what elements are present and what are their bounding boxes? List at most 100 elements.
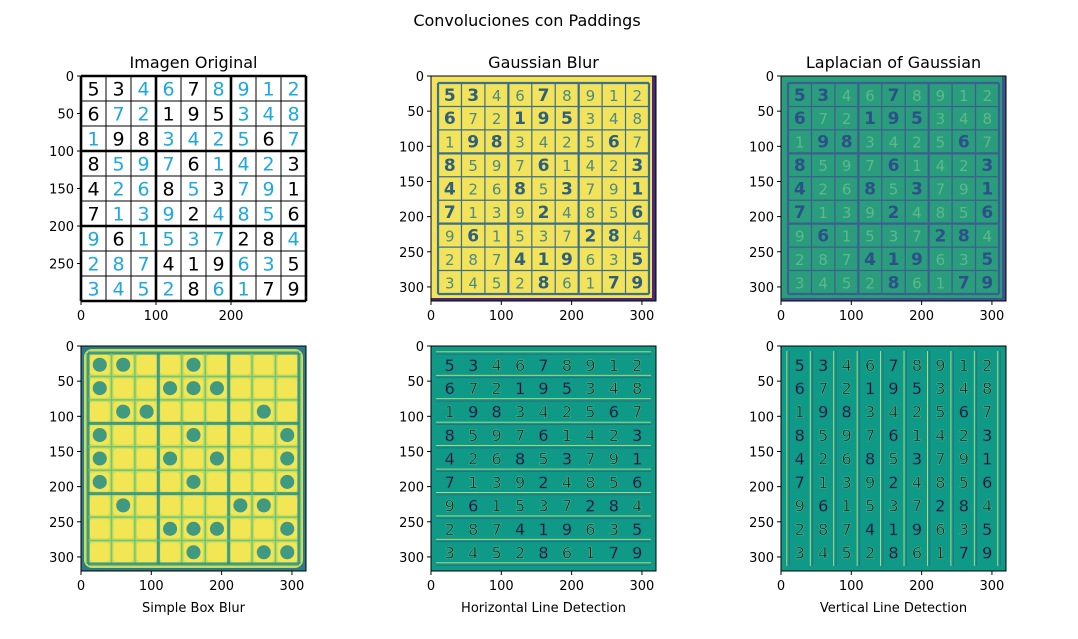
blurred-digit: 6	[608, 133, 620, 153]
x-tick-label: 100	[144, 309, 169, 324]
blurred-cell	[254, 378, 274, 398]
blurred-digit: 1	[912, 157, 922, 175]
blurred-cell	[207, 401, 227, 422]
sudoku-digit: 7	[237, 179, 249, 201]
blurred-cell	[160, 425, 180, 445]
x-tick-label: 0	[77, 309, 85, 324]
blurred-digit: 1	[888, 250, 900, 270]
edge-digit: 1	[468, 473, 478, 492]
sudoku-digit: 5	[112, 154, 124, 176]
blurred-cell	[90, 495, 110, 516]
panel-xlabel: Horizontal Line Detection	[461, 601, 626, 616]
edge-digit: 5	[609, 473, 619, 492]
blurred-digit: 7	[562, 227, 572, 245]
blurred-digit: 2	[959, 157, 969, 175]
blurred-digit-blob	[209, 381, 224, 396]
blurred-digit: 7	[818, 110, 828, 128]
blurred-digit-blob	[116, 498, 131, 513]
edge-digit: 1	[912, 426, 922, 445]
edge-digit: 5	[562, 379, 572, 398]
edge-digit: 1	[515, 379, 525, 398]
edge-digit: 6	[468, 496, 478, 515]
y-tick-label: 100	[399, 140, 424, 155]
sudoku-digit: 4	[237, 154, 249, 176]
y-tick-label: 0	[66, 70, 74, 85]
edge-digit: 6	[818, 496, 828, 515]
y-tick-label: 100	[749, 140, 774, 155]
y-tick-label: 150	[399, 445, 424, 460]
sudoku-digit: 9	[162, 204, 174, 226]
sudoku-digit: 2	[137, 104, 149, 126]
sudoku-digit: 9	[112, 129, 124, 151]
blurred-digit: 5	[444, 86, 456, 106]
blurred-digit: 3	[586, 110, 596, 128]
sudoku-digit: 9	[287, 279, 299, 301]
blurred-cell	[254, 425, 274, 445]
y-tick-label: 250	[399, 516, 424, 531]
sudoku-digit: 1	[262, 79, 274, 101]
sudoku-digit: 5	[262, 204, 274, 226]
edge-digit: 4	[865, 520, 875, 539]
blurred-digit-blob	[280, 521, 295, 536]
blurred-digit: 9	[981, 273, 993, 293]
blurred-digit: 5	[842, 274, 852, 292]
blurred-digit: 4	[936, 157, 946, 175]
edge-digit: 6	[982, 473, 992, 492]
blurred-digit: 2	[562, 134, 572, 152]
x-tick-label: 200	[559, 309, 584, 324]
sudoku-digit: 3	[212, 179, 224, 201]
sudoku-digit: 1	[162, 104, 174, 126]
sudoku-digit: 4	[112, 279, 124, 301]
edge-digit: 5	[445, 356, 455, 375]
blurred-digit: 9	[842, 157, 852, 175]
edge-digit: 3	[445, 543, 455, 562]
blurred-cell	[207, 472, 227, 492]
blurred-digit: 3	[865, 134, 875, 152]
blurred-digit: 7	[936, 181, 946, 199]
blurred-digit: 8	[794, 156, 806, 176]
edge-digit: 9	[842, 426, 852, 445]
sudoku-digit: 8	[212, 79, 224, 101]
blurred-cell	[113, 519, 133, 539]
blurred-digit: 2	[842, 110, 852, 128]
blurred-cell	[160, 355, 180, 375]
edge-digit: 3	[609, 520, 619, 539]
blurred-digit: 7	[632, 134, 642, 152]
sudoku-digit: 2	[187, 204, 199, 226]
edge-digit: 8	[935, 473, 945, 492]
edge-digit: 1	[795, 403, 805, 422]
blurred-digit: 6	[631, 203, 643, 223]
blurred-digit: 9	[467, 133, 479, 153]
edge-digit: 3	[632, 426, 642, 445]
blurred-digit: 7	[586, 181, 596, 199]
blurred-digit: 2	[584, 226, 596, 246]
sudoku-digit: 6	[262, 129, 274, 151]
blurred-cell	[277, 401, 297, 422]
blurred-digit-blob	[233, 498, 248, 513]
blurred-cell	[136, 542, 157, 562]
edge-digit: 4	[445, 450, 455, 469]
edge-digit: 7	[795, 473, 805, 492]
blurred-digit: 3	[959, 251, 969, 269]
edge-digit: 9	[818, 403, 828, 422]
blurred-digit-blob	[163, 381, 178, 396]
edge-digit: 2	[818, 450, 828, 469]
blurred-digit: 8	[912, 87, 922, 105]
x-tick-label: 200	[909, 309, 934, 324]
edge-digit: 3	[959, 520, 969, 539]
edge-digit: 3	[935, 379, 945, 398]
y-tick-label: 100	[749, 410, 774, 425]
edge-digit: 1	[888, 520, 898, 539]
sudoku-digit: 6	[187, 154, 199, 176]
y-tick-label: 150	[399, 175, 424, 190]
edge-digit: 8	[842, 403, 852, 422]
sudoku-digit: 6	[87, 104, 99, 126]
edge-digit: 8	[515, 450, 525, 469]
panel-xlabel: Vertical Line Detection	[820, 601, 967, 616]
y-tick-label: 200	[399, 481, 424, 496]
sudoku-digit: 7	[112, 104, 124, 126]
blurred-digit: 4	[468, 274, 478, 292]
